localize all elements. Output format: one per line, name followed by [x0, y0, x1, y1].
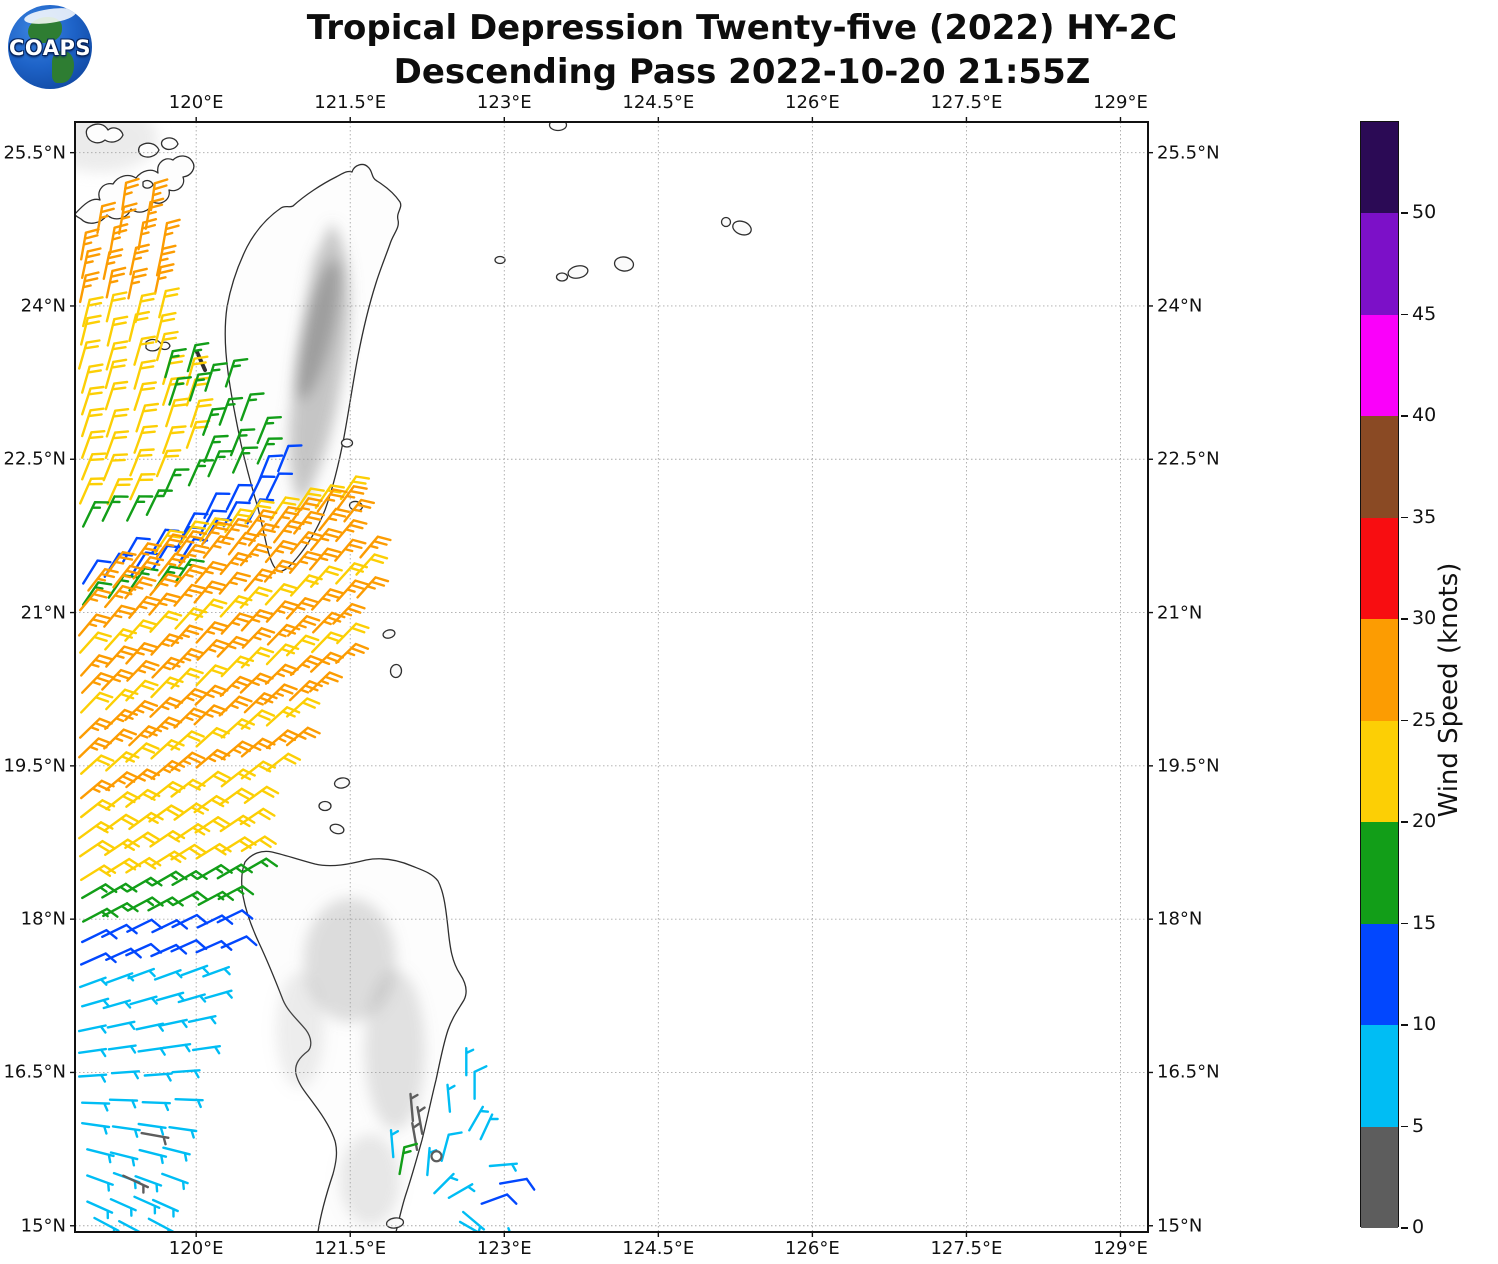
colorbar-tickmark — [1401, 212, 1408, 214]
lat-tick-label-right: 21°N — [1157, 602, 1203, 624]
lat-tick-label-left: 15°N — [20, 1215, 66, 1237]
colorbar-tickmark — [1401, 922, 1408, 925]
lat-tick-label-left: 16.5°N — [3, 1061, 66, 1083]
colorbar-tick-label: 25 — [1412, 708, 1437, 731]
lat-tick-label-left: 19.5°N — [3, 755, 66, 777]
lon-tick-label-top: 127.5°E — [930, 92, 1003, 113]
colorbar-tick-label: 20 — [1412, 810, 1437, 832]
colorbar-segment-25-30 — [1361, 619, 1398, 721]
colorbar-tickmark — [1401, 1024, 1408, 1026]
colorbar-segment-5-10 — [1361, 1025, 1398, 1127]
lat-tick-label-right: 19.5°N — [1157, 755, 1220, 777]
lat-tick-label-left: 24°N — [20, 295, 66, 317]
colorbar-tickmark — [1401, 719, 1408, 722]
colorbar-tick-label: 35 — [1412, 505, 1437, 528]
chart-title-line2: Descending Pass 2022-10-20 21:55Z — [393, 52, 1091, 92]
logo-text: COAPS — [9, 36, 91, 60]
lon-tick-label-top: 120°E — [168, 92, 224, 113]
lon-tick-label-bottom: 121.5°E — [314, 1238, 387, 1259]
colorbar-tickmark — [1401, 1125, 1408, 1128]
lon-tick-label-bottom: 120°E — [168, 1238, 224, 1259]
lon-tick-label-top: 123°E — [476, 92, 532, 113]
colorbar-axis-label: Wind Speed (knots) — [1434, 562, 1464, 818]
lon-tick-label-top: 121.5°E — [314, 92, 387, 113]
map-area — [75, 122, 1148, 1232]
lon-tick-label-bottom: 124.5°E — [622, 1238, 695, 1259]
colorbar-tick-label: 45 — [1412, 302, 1437, 325]
lat-tick-label-right: 16.5°N — [1157, 1061, 1220, 1083]
chart-title-line1: Tropical Depression Twenty-five (2022) H… — [306, 8, 1178, 48]
lon-tick-label-bottom: 129°E — [1093, 1238, 1148, 1259]
lon-tick-label-bottom: 123°E — [476, 1238, 532, 1259]
colorbar-tick-label: 50 — [1412, 201, 1437, 223]
colorbar-tick-label: 5 — [1412, 1114, 1425, 1137]
colorbar-tickmark — [1401, 1227, 1408, 1229]
colorbar-tickmark — [1401, 313, 1408, 316]
colorbar-segment-40-45 — [1361, 314, 1398, 416]
colorbar-segment-10-15 — [1361, 923, 1398, 1025]
colorbar-segment-30-35 — [1361, 517, 1398, 619]
colorbar-segment-45-50 — [1361, 213, 1398, 315]
colorbar-tick-label: 30 — [1412, 607, 1437, 629]
colorbar-tick-label: 10 — [1412, 1013, 1437, 1035]
lat-tick-label-right: 25.5°N — [1157, 142, 1220, 164]
logo-continent-south — [52, 51, 74, 83]
lat-tick-label-right: 18°N — [1157, 908, 1203, 930]
lat-tick-label-left: 18°N — [20, 908, 66, 930]
colorbar-tick-label: 15 — [1412, 911, 1437, 934]
colorbar-segment-35-40 — [1361, 416, 1398, 518]
terrain-shading — [276, 222, 425, 1226]
colorbar-segment-50+ — [1361, 122, 1398, 213]
lon-tick-label-bottom: 126°E — [785, 1238, 840, 1259]
colorbar-tickmark — [1401, 618, 1408, 620]
colorbar-segment-20-25 — [1361, 720, 1398, 822]
lon-tick-label-top: 129°E — [1093, 92, 1148, 113]
lon-tick-label-top: 124.5°E — [622, 92, 695, 113]
coaps-logo-icon: COAPS — [8, 5, 92, 89]
lat-tick-label-right: 22.5°N — [1157, 448, 1220, 470]
wind-barbs — [78, 177, 536, 1232]
colorbar-tickmark — [1401, 821, 1408, 823]
lon-tick-label-top: 126°E — [785, 92, 840, 113]
lat-tick-label-left: 22.5°N — [3, 448, 66, 470]
colorbar-segment-15-20 — [1361, 822, 1398, 924]
lon-tick-label-bottom: 127.5°E — [930, 1238, 1003, 1259]
gridlines — [75, 122, 1148, 1232]
colorbar-segment-0-5 — [1361, 1126, 1398, 1228]
colorbar-tickmark — [1401, 516, 1408, 519]
lat-tick-label-left: 25.5°N — [3, 142, 66, 164]
colorbar-tickmark — [1401, 415, 1408, 417]
lat-tick-label-right: 24°N — [1157, 295, 1203, 317]
colorbar — [1360, 121, 1399, 1228]
lat-tick-label-left: 21°N — [20, 602, 66, 624]
lat-tick-label-right: 15°N — [1157, 1215, 1203, 1237]
colorbar-tick-label: 0 — [1412, 1216, 1425, 1238]
colorbar-tick-label: 40 — [1412, 404, 1437, 426]
